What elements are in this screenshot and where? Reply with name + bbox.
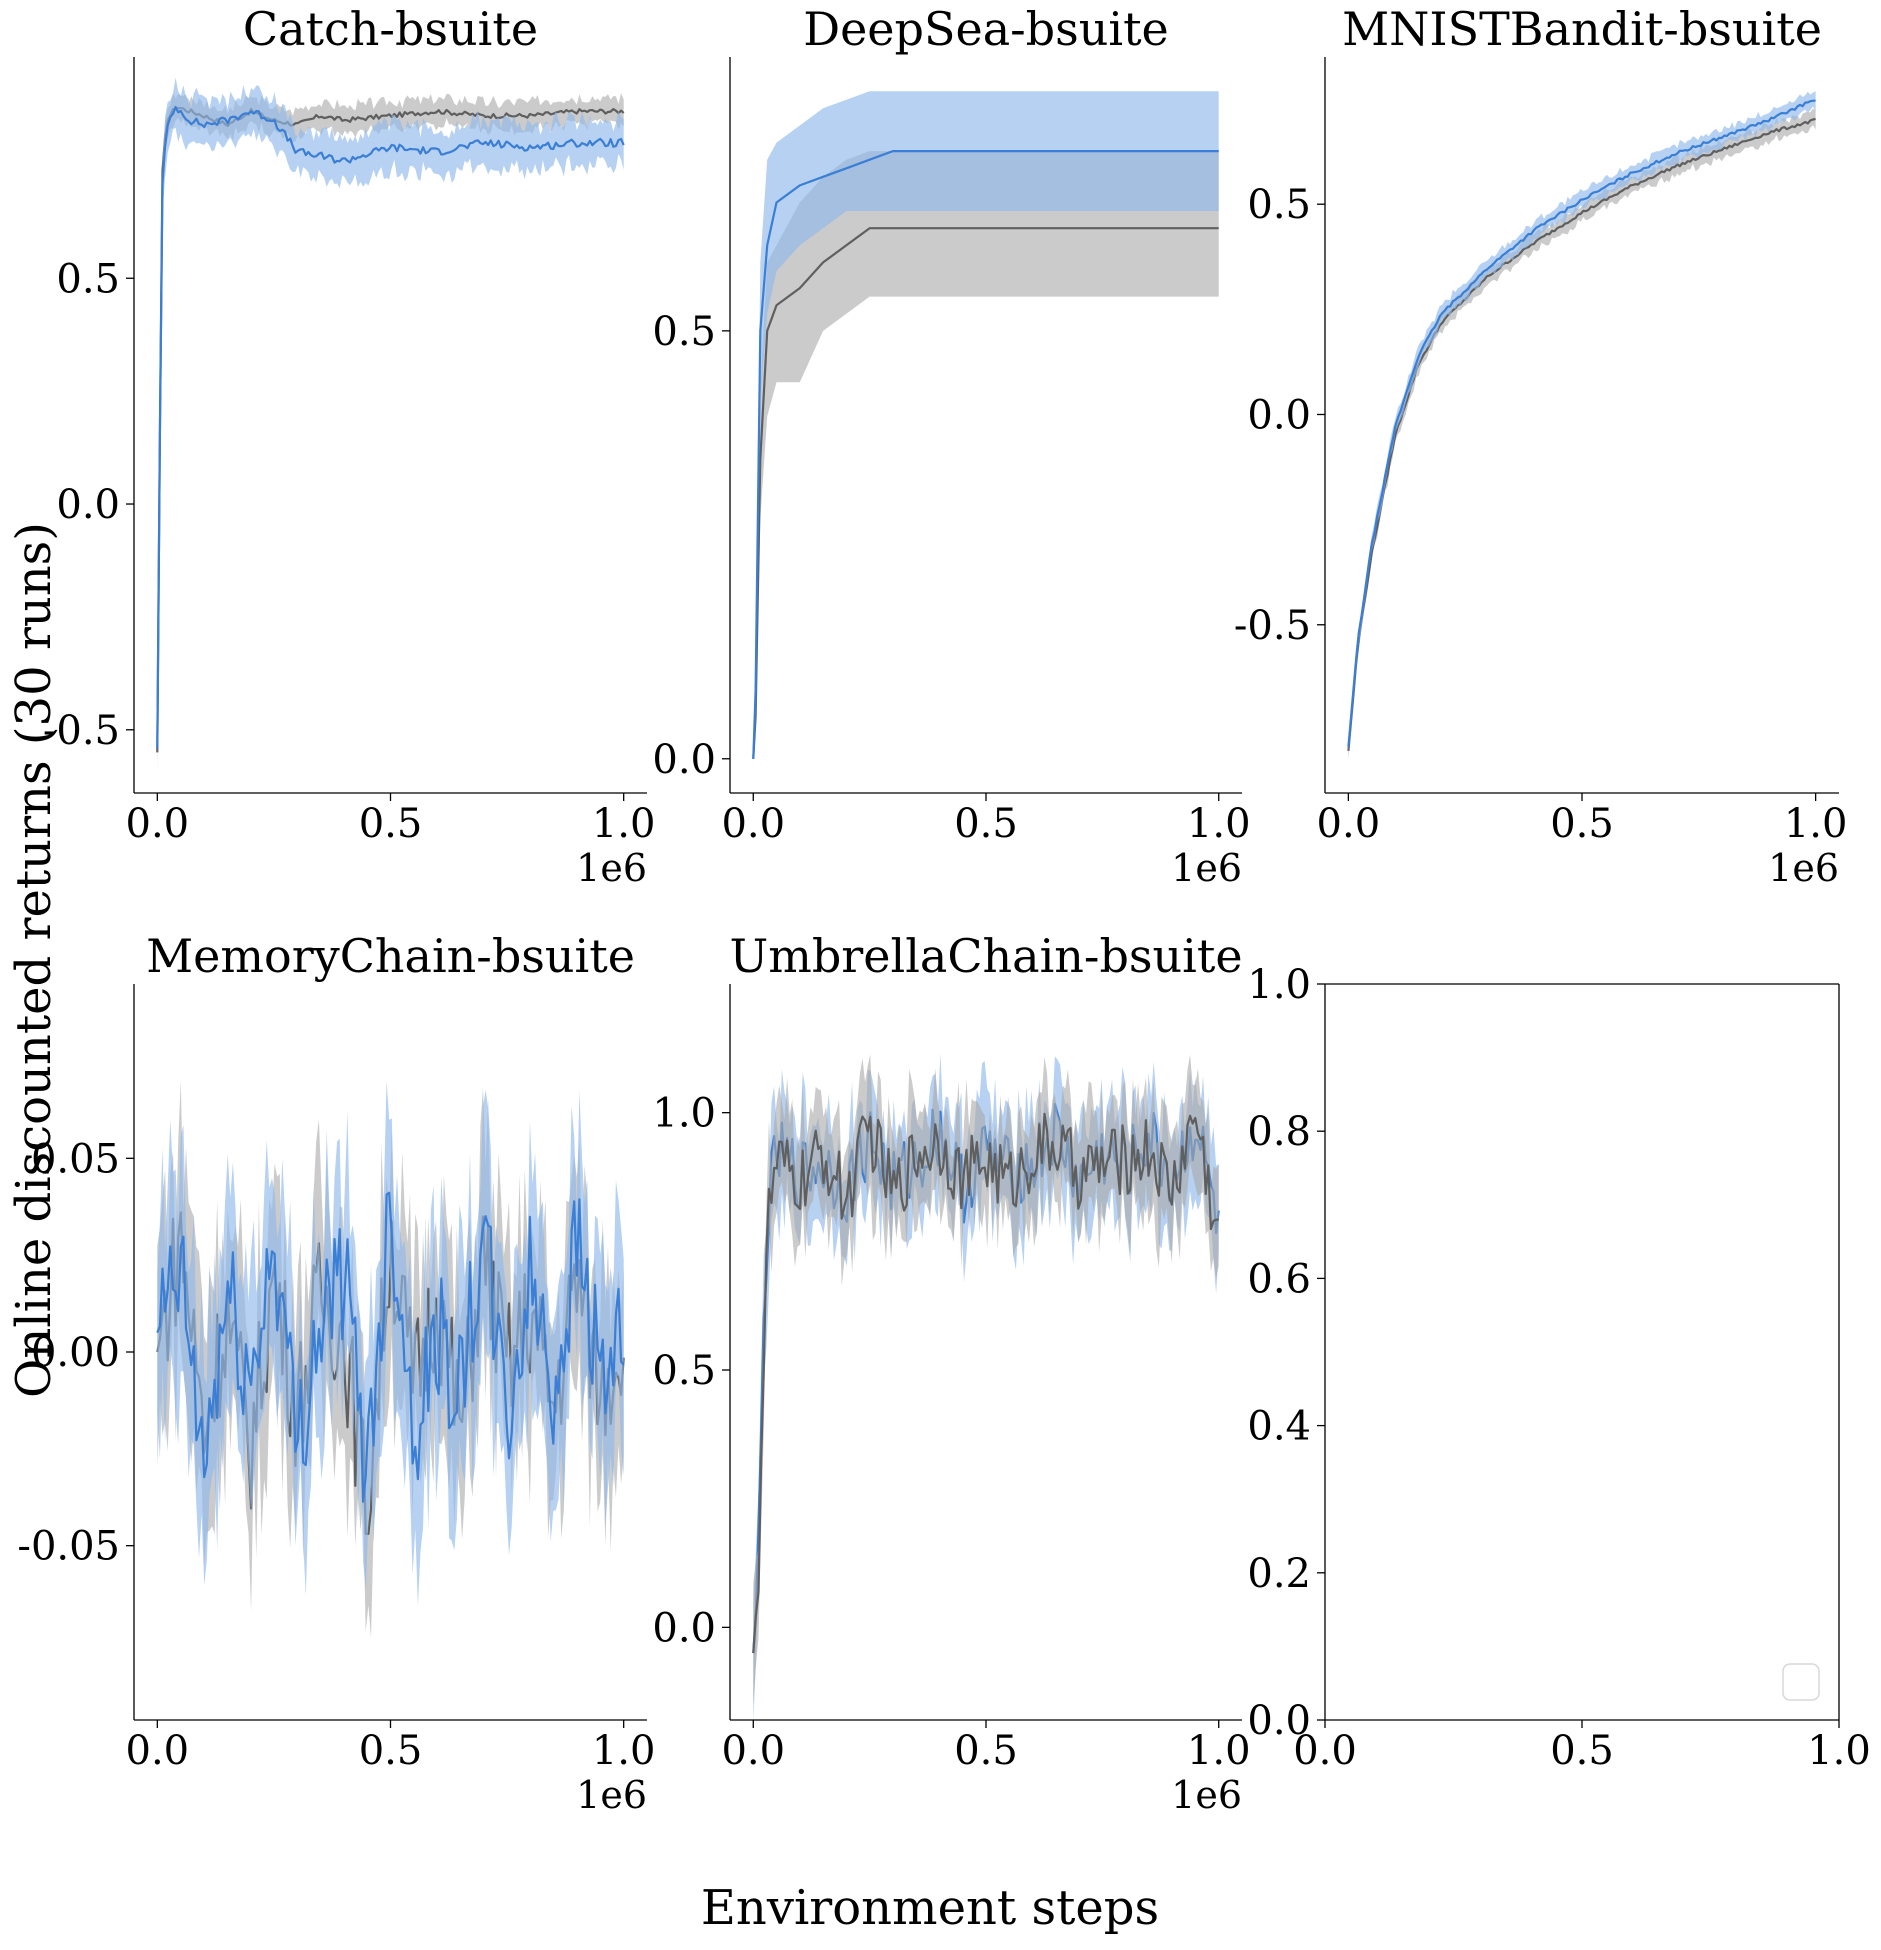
x-offset-label: 1e6 [1171, 846, 1242, 890]
series-line-blue [752, 150, 1219, 759]
x-tick-label: 0.5 [359, 801, 423, 847]
subplot-3: 0.0 0.5 1.0 -0.5 0.0 0.5 1e6 MNISTBandit-bsuite [1234, 2, 1848, 890]
series-line-gray [752, 227, 1219, 759]
subplot-6: 0.0 0.5 1.0 0.0 0.2 0.4 0.6 0.8 1.0 [1247, 962, 1870, 1774]
x-tick-label: 0.0 [126, 801, 190, 847]
x-offset-label: 1e6 [1171, 1773, 1242, 1817]
y-tick-label: 0.6 [1247, 1256, 1311, 1302]
y-tick-label: 1.0 [652, 1091, 716, 1137]
x-tick-label: 0.0 [721, 801, 785, 847]
subplot-title: DeepSea-bsuite [803, 2, 1169, 56]
subplot-1: 0.0 0.5 1.0 -0.5 0.0 0.5 1e6 Catch-bsuite [43, 2, 656, 890]
series-band-blue [157, 1080, 624, 1606]
x-tick-label: 0.0 [126, 1728, 190, 1774]
series-band-blue [157, 77, 624, 775]
y-tick-label: 0.0 [1247, 1698, 1311, 1744]
subplot-title: UmbrellaChain-bsuite [729, 929, 1242, 983]
subplot-4: 0.0 0.5 1.0 -0.05 0.00 0.05 1e6 MemoryChain-bsu… [17, 929, 655, 1817]
plot-area [156, 77, 625, 775]
series-line-blue [1347, 99, 1816, 747]
plot-area [1347, 91, 1816, 760]
empty-legend-box [1782, 1663, 1820, 1701]
series-band-blue [1348, 91, 1816, 753]
y-tick-label: 0.5 [56, 256, 120, 302]
series-band-blue [753, 91, 1219, 759]
y-tick-label: 0.05 [31, 1136, 120, 1182]
figure-xlabel: Environment steps [701, 1880, 1159, 1936]
y-tick-label: 0.4 [1247, 1404, 1311, 1450]
subplot-5: 0.0 0.5 1.00.00.51.01e6UmbrellaChain-bsuit… [652, 929, 1250, 1817]
y-tick-label: -0.5 [43, 708, 120, 754]
y-tick-label: 0.8 [1247, 1109, 1311, 1155]
y-tick-label: 0.00 [31, 1330, 120, 1376]
y-tick-label: 0.0 [652, 737, 716, 783]
figure-ylabel: Online discounted returns (30 runs) [6, 522, 62, 1398]
y-tick-label: 0.5 [1247, 182, 1311, 228]
plot-area [752, 1053, 1220, 1720]
y-tick-label: 0.0 [56, 482, 120, 528]
y-tick-label: 0.5 [652, 1348, 716, 1394]
y-tick-label: 0.0 [1247, 392, 1311, 438]
series-line-gray [156, 106, 625, 753]
plot-area [752, 91, 1219, 759]
y-tick-label: 0.0 [652, 1605, 716, 1651]
series-line-gray [752, 1112, 1219, 1654]
x-offset-label: 1e6 [576, 846, 647, 890]
y-tick-label: -0.5 [1234, 603, 1311, 649]
x-offset-label: 1e6 [1768, 846, 1839, 890]
subplot-title: MemoryChain-bsuite [146, 929, 635, 983]
y-tick-label: 0.2 [1247, 1551, 1311, 1597]
series-band-gray [753, 151, 1219, 759]
series-line-blue [156, 1191, 625, 1503]
subplot-title: Catch-bsuite [243, 2, 538, 56]
subplot-2: 0.0 0.5 1.0 0.0 0.5 1e6 DeepSea-bsuite [652, 2, 1250, 890]
x-tick-label: 0.5 [359, 1728, 423, 1774]
x-tick-label: 0.0 [721, 1728, 785, 1774]
series-band-gray [157, 93, 624, 763]
x-tick-label: 1.0 [1187, 801, 1251, 847]
x-tick-label: 0.5 [954, 1728, 1018, 1774]
y-tick-label: 0.5 [652, 309, 716, 355]
x-tick-label: 0.5 [1550, 1728, 1614, 1774]
x-tick-label: 1.0 [592, 801, 656, 847]
series-line-gray [1347, 117, 1816, 751]
x-tick-label: 0.5 [954, 801, 1018, 847]
subplot-title: MNISTBandit-bsuite [1342, 2, 1822, 56]
x-tick-label: 1.0 [1807, 1728, 1871, 1774]
y-tick-label: 1.0 [1247, 962, 1311, 1008]
plot-area [156, 1080, 625, 1639]
x-offset-label: 1e6 [576, 1773, 647, 1817]
y-tick-label: -0.05 [17, 1524, 120, 1570]
x-tick-label: 0.5 [1550, 801, 1614, 847]
series-band-gray [753, 1054, 1219, 1705]
x-tick-label: 0.0 [1317, 801, 1381, 847]
x-tick-label: 1.0 [592, 1728, 656, 1774]
x-tick-label: 1.0 [1784, 801, 1848, 847]
x-tick-label: 1.0 [1187, 1728, 1251, 1774]
series-line-blue [156, 105, 625, 748]
x-tick-label: 0.0 [1293, 1728, 1357, 1774]
